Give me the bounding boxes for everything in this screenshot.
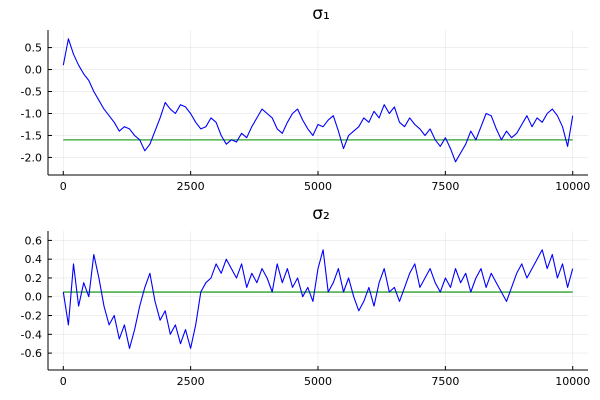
sigma1-x-tick-label: 10000 — [555, 180, 590, 193]
sigma2-chart-panel: σ₂ 0 2500 5000 7500 10000 0.6 0.4 0.2 0.0 -0.2 -0.… — [21, 204, 591, 388]
sigma1-y-tick-label: -1.0 — [21, 107, 42, 120]
sigma1-y-tick-label: 0.0 — [25, 64, 43, 77]
sigma1-chart-panel: σ₁ 0 2500 5000 7500 10000 0.5 0.0 -0.5 -1.0 -1.5 -… — [21, 4, 591, 193]
sigma1-x-tick-label: 7500 — [431, 180, 459, 193]
sigma2-y-tick-label: -0.2 — [21, 310, 42, 323]
sigma1-y-tick-label: 0.5 — [25, 42, 43, 55]
sigma2-x-tick-label: 5000 — [304, 375, 332, 388]
sigma2-y-tick-label: -0.6 — [21, 347, 42, 360]
sigma1-x-tick-label: 0 — [60, 180, 67, 193]
sigma2-x-tick-label: 0 — [60, 375, 67, 388]
sigma2-y-tick-label: 0.0 — [25, 291, 43, 304]
sigma1-y-tick-label: -2.0 — [21, 151, 42, 164]
sigma1-x-tick-label: 2500 — [177, 180, 205, 193]
sigma2-chart-title: σ₂ — [312, 204, 330, 224]
sigma1-y-tick-label: -1.5 — [21, 129, 42, 142]
sigma2-x-tick-label: 7500 — [431, 375, 459, 388]
sigma1-series-line — [62, 38, 574, 163]
sigma2-x-tick-label: 10000 — [555, 375, 590, 388]
sigma2-x-tick-label: 2500 — [177, 375, 205, 388]
sigma1-y-tick-label: -0.5 — [21, 86, 42, 99]
sigma2-y-tick-label: 0.4 — [25, 253, 43, 266]
sigma2-y-tick-label: 0.6 — [25, 234, 43, 247]
sigma2-y-tick-label: 0.2 — [25, 272, 43, 285]
sigma2-y-tick-label: -0.4 — [21, 328, 42, 341]
sigma1-x-tick-label: 5000 — [304, 180, 332, 193]
sigma2-series-line — [62, 249, 574, 349]
sigma1-chart-title: σ₁ — [312, 4, 330, 24]
